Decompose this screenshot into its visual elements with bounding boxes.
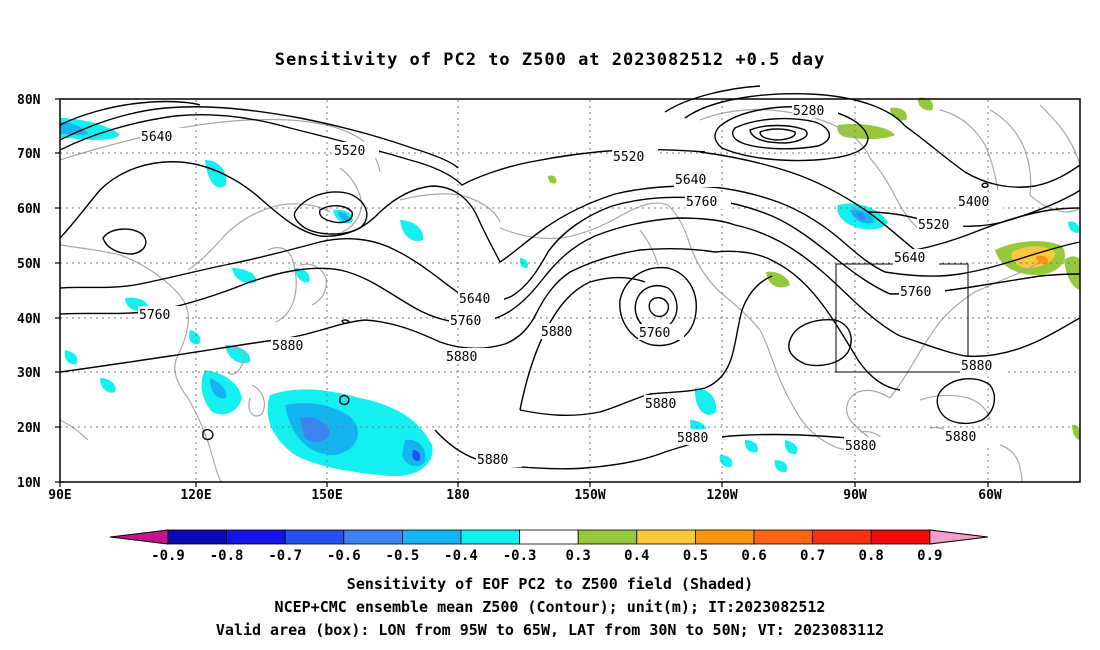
colorbar-tick-label: 0.6 [741,548,766,564]
lon-ticks [59,482,989,487]
contour-label: 5640 [141,130,172,145]
colorbar-segment [636,529,696,545]
colorbar-tick-label: 0.4 [624,548,649,564]
lon-labels: 90E 120E 150E 180 150W 120W 90W 60W [48,488,1002,503]
colorbar-segment [226,529,286,545]
colorbar-segment [167,529,227,545]
colorbar-tick-label: 0.8 [859,548,884,564]
caption-shading: Sensitivity of EOF PC2 to Z500 field (Sh… [346,575,754,593]
contour-label: 5520 [918,218,949,233]
page-title: Sensitivity of PC2 to Z500 at 2023082512… [274,50,826,70]
colorbar-segment [812,529,872,545]
contour-label: 5760 [450,314,481,329]
colorbar-tick-label: -0.3 [503,548,537,564]
colorbar-tick-label: -0.9 [151,548,185,564]
z500-contours [59,85,1081,470]
map-frame [59,98,1081,483]
lon-label: 90W [843,488,867,503]
colorbar-tick-label: -0.8 [210,548,244,564]
lon-label: 60W [978,488,1002,503]
colorbar-segment [401,529,462,545]
lat-label: 30N [17,366,41,381]
colorbar-tick-label: -0.6 [327,548,361,564]
contour-label: 5880 [541,325,572,340]
contour-label: 5760 [639,326,670,341]
colorbar-tick-label: -0.4 [444,548,478,564]
colorbar-segment [577,529,638,545]
lon-label: 120W [706,488,737,503]
contour-label: 5880 [645,397,676,412]
lat-label: 50N [17,257,41,272]
colorbar-tick-label: 0.3 [566,548,591,564]
contour-labels: 5280 5640 5520 5520 5640 5760 5400 5520 … [138,102,1006,468]
colorbar-segment [753,529,813,545]
contour-label: 5520 [334,144,365,159]
lat-label: 60N [17,202,41,217]
contour-label: 5640 [675,173,706,188]
colorbar-tick-label: 0.9 [917,548,942,564]
lat-label: 80N [17,93,41,108]
lat-label: 20N [17,421,41,436]
contour-label: 5640 [894,251,925,266]
colorbar-high-arrow [929,529,988,545]
contour-label: 5880 [945,430,976,445]
colorbar-segment [460,529,520,545]
colorbar-low-arrow [109,529,169,545]
colorbar-segment [343,529,403,545]
contour-label: 5880 [961,359,992,374]
contour-label: 5520 [613,150,644,165]
contour-label: 5880 [477,453,508,468]
lon-label: 150E [311,488,342,503]
colorbar-tick-label: 0.5 [683,548,708,564]
colorbar-segment [695,529,755,545]
contour-label: 5640 [459,292,490,307]
contour-label: 5760 [900,285,931,300]
lon-label: 90E [48,488,71,503]
lon-label: 180 [446,488,470,503]
lat-labels: 80N 70N 60N 50N 40N 30N 20N 10N [17,93,41,491]
colorbar-tick-label: -0.7 [268,548,302,564]
sensitivity-shading [60,97,1080,477]
contour-label: 5880 [272,339,303,354]
lon-label: 150W [574,488,605,503]
colorbar-segment [284,529,345,545]
contour-label: 5280 [793,104,824,119]
lat-label: 40N [17,312,41,327]
contour-label: 5880 [677,431,708,446]
lon-label: 120E [180,488,211,503]
colorbar-segment [870,529,931,545]
colorbar-segment [519,529,579,545]
contour-label: 5880 [845,439,876,454]
contour-label: 5400 [958,195,989,210]
caption-contour: NCEP+CMC ensemble mean Z500 (Contour); u… [274,598,826,616]
contour-label: 5880 [446,350,477,365]
lat-label: 10N [17,476,41,491]
colorbar-tick-label: 0.7 [800,548,825,564]
contour-label: 5760 [139,308,170,323]
caption-valid-area: Valid area (box): LON from 95W to 65W, L… [215,621,885,639]
lat-ticks [55,98,60,483]
lat-label: 70N [17,147,41,162]
graticule [60,100,1080,482]
colorbar: -0.9 -0.8 -0.7 -0.6 -0.5 -0.4 -0.3 0.3 0.4 0.5 0.6… [109,529,988,564]
colorbar-tick-label: -0.5 [386,548,420,564]
contour-label: 5760 [686,195,717,210]
